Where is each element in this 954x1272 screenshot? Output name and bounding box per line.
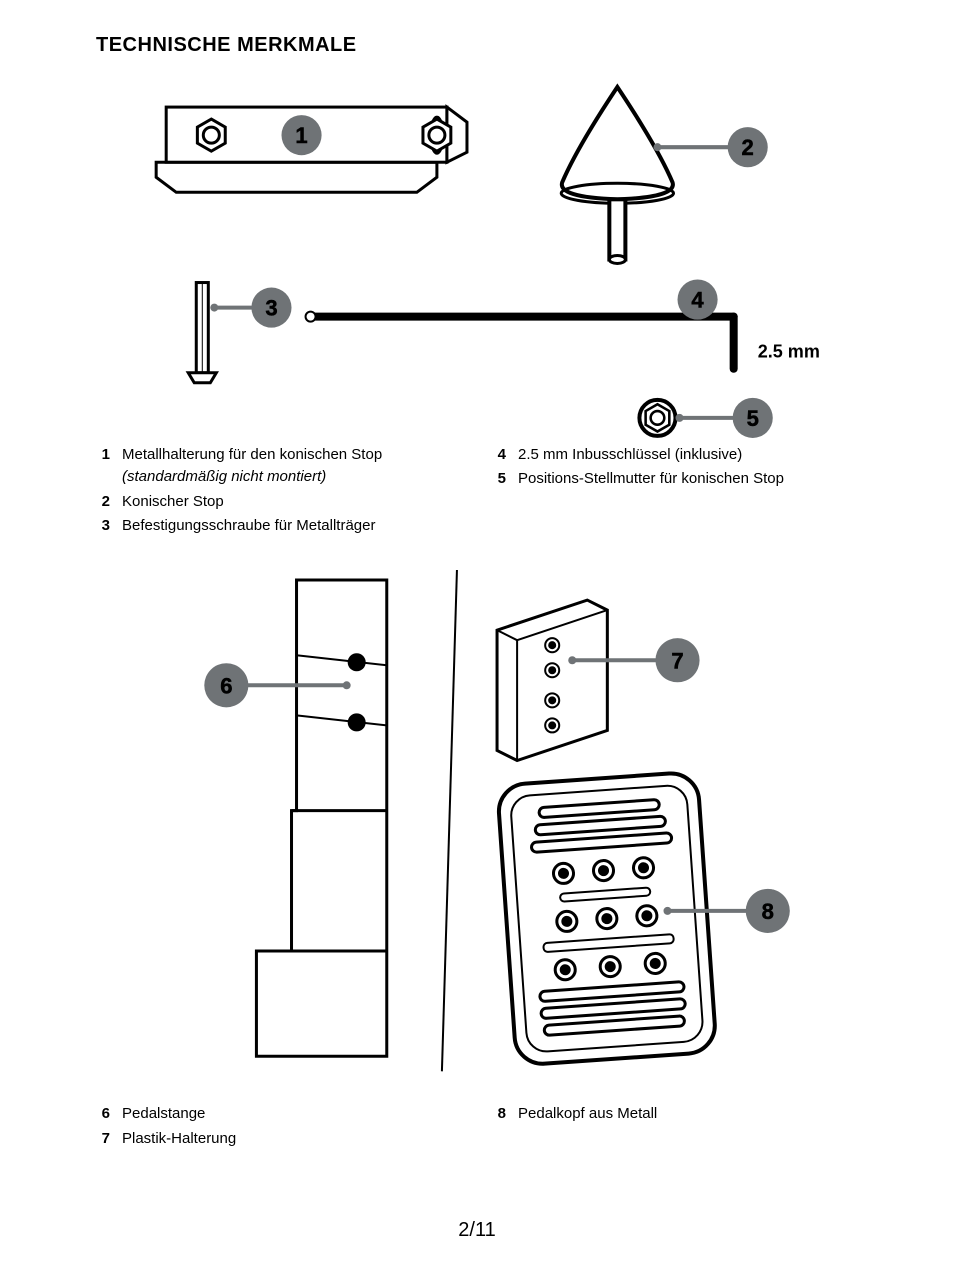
legend-bottom-right: 8 Pedalkopf aus Metall (492, 1103, 858, 1152)
part-pedal-head (497, 772, 717, 1066)
legend-item: 6 Pedalstange (96, 1103, 462, 1126)
svg-text:5: 5 (747, 406, 759, 431)
legend-top: 1 Metallhalterung für den konischen Stop… (96, 444, 858, 540)
legend-num: 4 (492, 444, 506, 467)
legend-text: Konischer Stop (122, 491, 462, 514)
legend-item: 5 Positions-Stellmutter für konischen St… (492, 468, 858, 491)
legend-num: 5 (492, 468, 506, 491)
legend-top-left: 1 Metallhalterung für den konischen Stop… (96, 444, 462, 540)
part-plastic-bracket (497, 600, 607, 760)
part-allen-key (306, 312, 738, 373)
svg-text:2: 2 (742, 135, 754, 160)
legend-item: 2 Konischer Stop (96, 491, 462, 514)
legend-text: Plastik-Halterung (122, 1128, 462, 1151)
part-screw (188, 283, 216, 383)
divider-line (442, 570, 457, 1071)
svg-text:3: 3 (265, 296, 277, 321)
legend-num: 7 (96, 1128, 110, 1151)
legend-num: 6 (96, 1103, 110, 1126)
svg-text:8: 8 (762, 899, 774, 924)
legend-text: Pedalstange (122, 1103, 462, 1126)
legend-num: 2 (96, 491, 110, 514)
svg-text:6: 6 (220, 673, 232, 698)
legend-num: 8 (492, 1103, 506, 1126)
legend-text: Positions-Stellmutter für konischen Stop (518, 468, 858, 491)
page-title: TECHNISCHE MERKMALE (96, 34, 858, 57)
svg-text:7: 7 (671, 648, 683, 673)
legend-text: Pedalkopf aus Metall (518, 1103, 858, 1126)
figure-bottom: 6 7 8 (96, 570, 858, 1091)
svg-text:1: 1 (295, 123, 307, 148)
legend-text: Befestigungsschraube für Metallträger (122, 515, 462, 538)
legend-num: 1 (96, 444, 110, 489)
legend-item: 4 2.5 mm Inbusschlüssel (inklusive) (492, 444, 858, 467)
part-conical-stop (561, 87, 673, 263)
legend-item: 7 Plastik-Halterung (96, 1128, 462, 1151)
part-position-nut (639, 400, 675, 436)
page: TECHNISCHE MERKMALE (0, 0, 954, 1272)
legend-item: 3 Befestigungsschraube für Metallträger (96, 515, 462, 538)
legend-item: 1 Metallhalterung für den konischen Stop… (96, 444, 462, 489)
svg-text:4: 4 (691, 288, 704, 313)
legend-top-right: 4 2.5 mm Inbusschlüssel (inklusive) 5 Po… (492, 444, 858, 540)
legend-text: 2.5 mm Inbusschlüssel (inklusive) (518, 444, 858, 467)
legend-bottom: 6 Pedalstange 7 Plastik-Halterung 8 Peda… (96, 1103, 858, 1152)
figure-top: 2.5 mm 1 2 3 4 5 (96, 77, 858, 438)
legend-num: 3 (96, 515, 110, 538)
legend-text: Metallhalterung für den konischen Stop (… (122, 444, 462, 489)
allen-key-label: 2.5 mm (758, 342, 820, 362)
legend-item: 8 Pedalkopf aus Metall (492, 1103, 858, 1126)
part-pedal-arm (256, 580, 386, 1056)
page-number: 2/11 (0, 1219, 954, 1242)
legend-bottom-left: 6 Pedalstange 7 Plastik-Halterung (96, 1103, 462, 1152)
